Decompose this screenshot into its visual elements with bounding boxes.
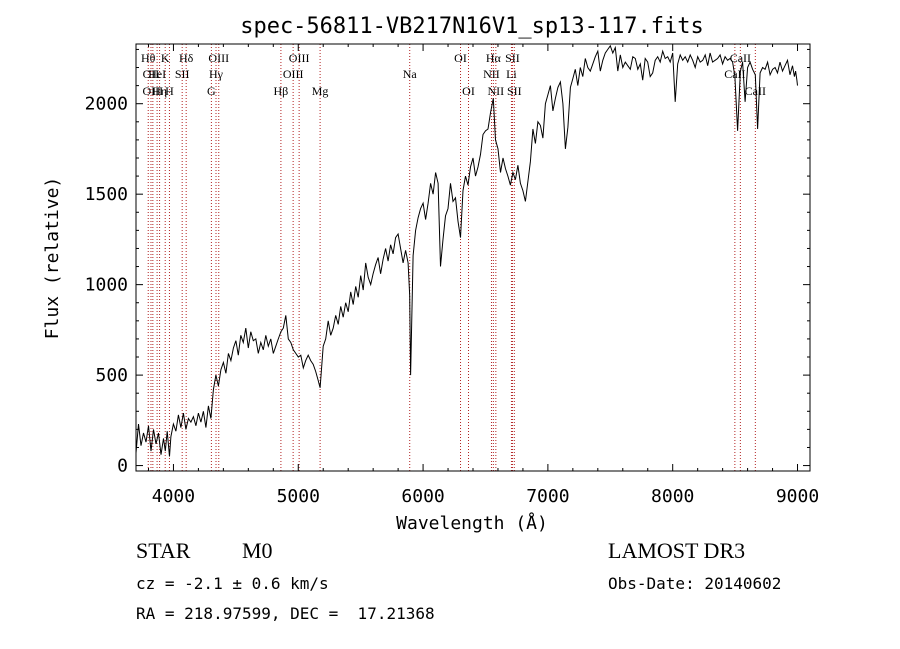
object-subclass: M0 bbox=[242, 538, 273, 563]
x-tick-label-3: 7000 bbox=[526, 486, 569, 507]
x-axis-label: Wavelength (Å) bbox=[396, 512, 548, 534]
y-tick-label-3: 1500 bbox=[85, 184, 128, 205]
line-marker-label-8: Hδ bbox=[179, 51, 194, 65]
object-class: STAR bbox=[136, 538, 191, 563]
line-marker-label-0: Hθ bbox=[141, 51, 156, 65]
line-marker-label-15: Mg bbox=[312, 84, 329, 98]
redshift-readout: cz = -2.1 ± 0.6 km/s bbox=[136, 574, 329, 593]
line-marker-label-23: SII bbox=[505, 51, 520, 65]
line-marker-label-3: HeI bbox=[148, 67, 166, 81]
line-marker-label-19: NII bbox=[483, 67, 500, 81]
line-marker-label-12: Hβ bbox=[274, 84, 289, 98]
spectrum-line bbox=[135, 44, 798, 457]
survey-name: LAMOST DR3 bbox=[608, 538, 746, 563]
observation-date: Obs-Date: 20140602 bbox=[608, 574, 782, 593]
line-marker-label-18: OI bbox=[462, 84, 475, 98]
line-marker-label-27: CaII bbox=[745, 84, 766, 98]
line-marker-labels: HθOIIOIIIHeIHηKHSIIHδGHγOIIIHβOIIIOIIIMg… bbox=[141, 51, 766, 98]
line-marker-label-1: OII bbox=[143, 67, 160, 81]
x-tick-label-2: 6000 bbox=[401, 486, 444, 507]
line-markers bbox=[147, 44, 756, 471]
line-marker-label-6: H bbox=[165, 84, 174, 98]
line-marker-label-17: OI bbox=[454, 51, 467, 65]
line-marker-label-24: SII bbox=[507, 84, 522, 98]
y-tick-label-2: 1000 bbox=[85, 275, 128, 296]
y-tick-label-1: 500 bbox=[95, 365, 128, 386]
y-axis: 0 500 1000 1500 2000 bbox=[85, 48, 810, 477]
x-axis: 4000 5000 6000 7000 8000 9000 bbox=[147, 44, 819, 507]
chart-title: spec-56811-VB217N16V1_sp13-117.fits bbox=[240, 14, 704, 39]
line-marker-label-13: OIII bbox=[283, 67, 304, 81]
y-tick-label-4: 2000 bbox=[85, 94, 128, 115]
line-marker-label-11: OIII bbox=[208, 51, 229, 65]
line-marker-label-5: K bbox=[161, 51, 170, 65]
line-marker-label-26: CaII bbox=[730, 51, 751, 65]
line-marker-label-20: Hα bbox=[486, 51, 502, 65]
line-marker-label-22: Li bbox=[506, 67, 517, 81]
line-marker-label-14: OIII bbox=[289, 51, 310, 65]
line-marker-label-4: Hη bbox=[152, 84, 167, 98]
plot-frame bbox=[135, 43, 811, 472]
line-marker-label-2: OIII bbox=[143, 84, 164, 98]
line-marker-label-10: Hγ bbox=[209, 67, 224, 81]
line-marker-label-16: Na bbox=[403, 67, 418, 81]
x-tick-label-1: 5000 bbox=[277, 486, 320, 507]
x-tick-label-0: 4000 bbox=[152, 486, 195, 507]
y-axis-label: Flux (relative) bbox=[42, 177, 63, 340]
coordinates-readout: RA = 218.97599, DEC = 17.21368 bbox=[136, 604, 435, 623]
x-tick-label-5: 9000 bbox=[776, 486, 819, 507]
x-tick-label-4: 8000 bbox=[651, 486, 694, 507]
line-marker-label-7: SII bbox=[175, 67, 190, 81]
line-marker-label-9: G bbox=[207, 84, 216, 98]
y-tick-label-0: 0 bbox=[117, 456, 128, 477]
line-marker-label-21: NII bbox=[488, 84, 505, 98]
